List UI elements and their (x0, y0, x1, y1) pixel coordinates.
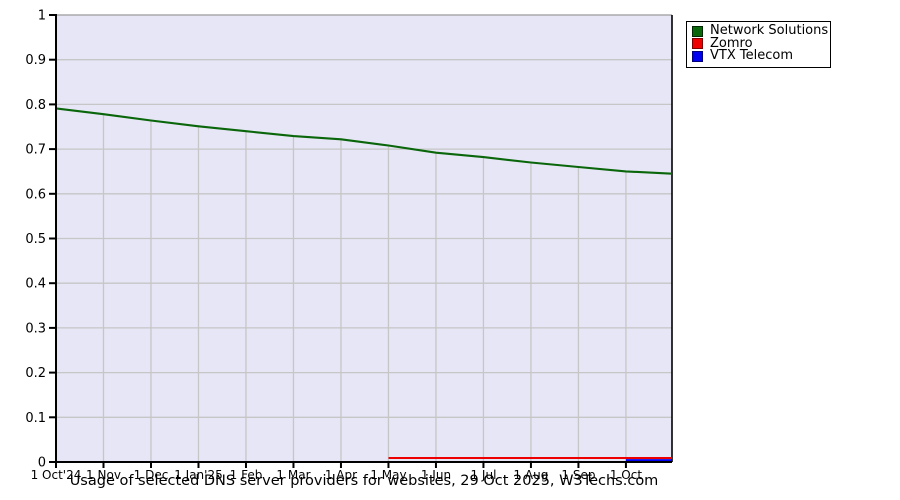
x-tick-label: 1 Sep (561, 468, 595, 482)
legend: Network Solutions Zomro VTX Telecom (686, 21, 831, 68)
y-tick-label: 0.6 (25, 187, 46, 202)
chart-title: Usage of selected DNS server providers f… (69, 473, 659, 489)
legend-item-vtx-telecom: VTX Telecom (692, 48, 825, 63)
y-tick-label: 0.3 (25, 321, 46, 336)
x-tick-label: 1 Apr (325, 468, 357, 482)
y-tick-label: 0.4 (25, 277, 46, 292)
x-tick-label: 1 Jan'25 (174, 468, 223, 482)
axes (49, 14, 672, 468)
x-tick-label: 1 Feb (230, 468, 263, 482)
series-line-network-solutions (55, 107, 673, 175)
y-tick-label: 0.7 (25, 143, 46, 158)
y-tick-label: 0.9 (25, 53, 46, 68)
x-tick-label: 1 Mar (276, 468, 310, 482)
x-tick-label: 1 Oct'24 (31, 468, 82, 482)
x-tick-labels: 1 Oct'24 1 Nov 1 Dec 1 Jan'25 1 Feb 1 Mar 1 Ap… (31, 468, 643, 482)
x-tick-label: 1 May (370, 468, 406, 482)
legend-swatch-icon (692, 50, 703, 62)
y-tick-label: 0.2 (25, 366, 46, 381)
x-tick-label: 1 Nov (86, 468, 121, 482)
x-tick-label: 1 Jun (421, 468, 451, 482)
y-tick-label: 1 (38, 9, 46, 24)
legend-label: Network Solutions (710, 23, 829, 38)
y-tick-label: 0.8 (25, 98, 46, 113)
y-tick-label: 0 (38, 456, 46, 471)
legend-item-zomro: Zomro (692, 35, 825, 51)
legend-label: Zomro (710, 35, 753, 51)
legend-swatch-icon (692, 38, 703, 50)
y-tick-label: 0.1 (25, 411, 46, 426)
x-tick-label: 1 Jul (470, 468, 496, 482)
y-tick-labels: 0 0.1 0.2 0.3 0.4 0.5 0.6 0.7 0.8 0.9 1 (25, 9, 46, 471)
x-tick-label: 1 Aug (513, 468, 548, 482)
legend-item-network-solutions: Network Solutions (692, 23, 829, 38)
legend-label: VTX Telecom (710, 48, 793, 63)
x-tick-label: 1 Dec (134, 468, 169, 482)
y-tick-label: 0.5 (25, 232, 46, 247)
gridlines (56, 59, 672, 462)
x-tick-label: 1 Oct (610, 468, 642, 482)
legend-swatch-icon (692, 25, 703, 37)
